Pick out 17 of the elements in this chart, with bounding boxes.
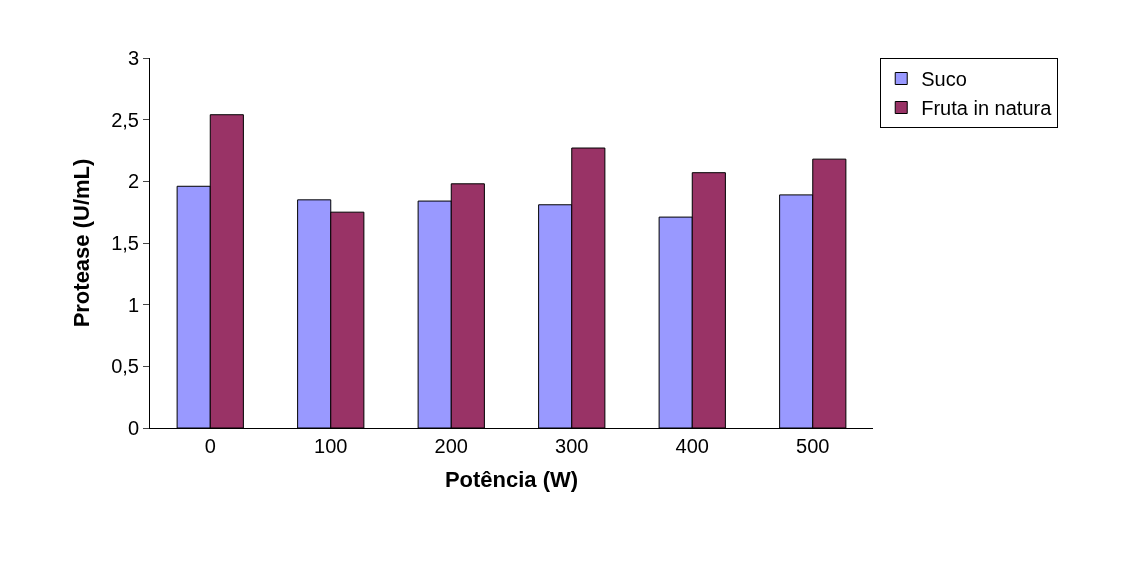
legend-label: Fruta in natura xyxy=(921,97,1053,120)
y-tick-label: 2,5 xyxy=(111,108,139,131)
x-tick-label: 0 xyxy=(204,435,216,457)
x-tick-label: 100 xyxy=(314,435,348,457)
y-tick-label: 0,5 xyxy=(111,355,139,378)
x-tick-label: 400 xyxy=(675,435,709,457)
y-tick-label: 1,5 xyxy=(111,232,139,254)
y-tick-label: 3 xyxy=(127,47,139,69)
y-tick-label: 2 xyxy=(127,170,139,193)
x-tick-label: 300 xyxy=(555,435,589,457)
x-tick-label: 500 xyxy=(796,435,830,457)
legend-label: Suco xyxy=(921,68,967,91)
x-axis-title: Potência (W) xyxy=(444,466,579,492)
y-axis-title: Protease (U/mL) xyxy=(68,158,94,328)
y-tick-label: 0 xyxy=(127,417,139,439)
x-tick-label: 200 xyxy=(434,435,468,457)
y-tick-label: 1 xyxy=(127,293,139,316)
